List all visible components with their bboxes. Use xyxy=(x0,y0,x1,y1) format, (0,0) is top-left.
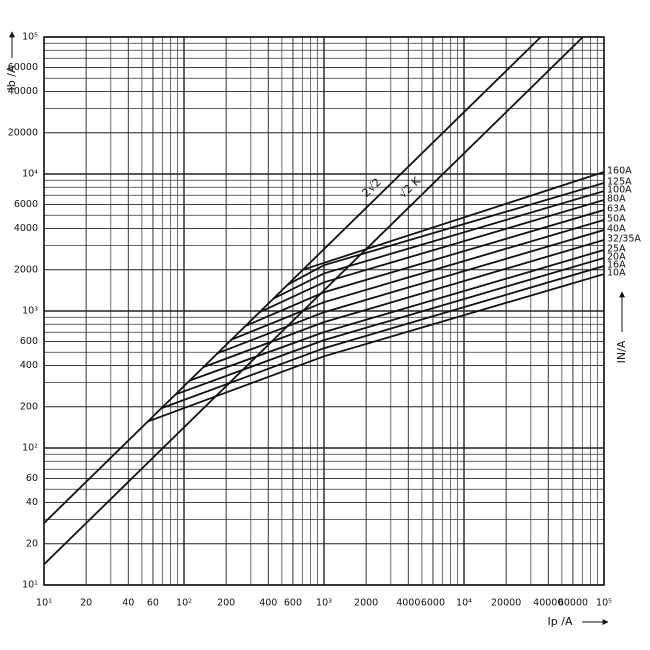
x-tick-label: 2000 xyxy=(354,598,378,609)
x-tick-label: 40 xyxy=(122,598,134,609)
y-tick-label: 600 xyxy=(20,336,38,347)
series-label: 100A xyxy=(607,185,632,196)
series-line xyxy=(44,37,584,566)
series-label: 40A xyxy=(607,224,626,235)
series-line xyxy=(302,171,604,271)
series-line xyxy=(161,265,604,410)
y-axis-label: Ib /A xyxy=(5,65,18,90)
x-tick-label: 60000 xyxy=(558,598,588,609)
series-line xyxy=(287,182,604,286)
y-tick-label: 10⁴ xyxy=(22,169,38,180)
y-tick-label: 60 xyxy=(26,473,38,484)
x-tick-label: 6000 xyxy=(421,598,445,609)
x-tick-label: 10⁵ xyxy=(596,598,612,609)
series-label: 63A xyxy=(607,204,626,215)
x-tick-label: 10³ xyxy=(316,598,332,609)
series-line xyxy=(217,229,604,355)
x-tick-label: 400 xyxy=(259,598,277,609)
x-tick-label: 20000 xyxy=(491,598,521,609)
x-tick-label: 600 xyxy=(284,598,302,609)
y-tick-label: 200 xyxy=(20,401,38,412)
y-tick-label: 40000 xyxy=(8,86,38,97)
x-tick-label: 10⁴ xyxy=(456,598,472,609)
x-tick-label: 10² xyxy=(176,598,192,609)
plot-frame xyxy=(43,36,605,586)
x-tick-label: 10¹ xyxy=(36,598,52,609)
y-tick-label: 20 xyxy=(26,538,38,549)
series-label: 25A xyxy=(607,243,626,254)
y-tick-label: 10³ xyxy=(22,306,38,317)
y2-axis-label: IN/A xyxy=(615,340,628,363)
series-label: 32/35A xyxy=(607,233,641,244)
y-tick-label: 40 xyxy=(26,497,38,508)
y-tick-label: 10⁵ xyxy=(22,32,38,43)
x-axis-label: Ip /A xyxy=(548,615,573,628)
series-line xyxy=(273,190,604,300)
y-tick-label: 4000 xyxy=(14,223,38,234)
x-tick-label: 60 xyxy=(147,598,159,609)
y-tick-label: 10¹ xyxy=(22,580,38,591)
series-line xyxy=(245,209,604,327)
series-line xyxy=(259,199,604,313)
y-tick-label: 20000 xyxy=(8,127,38,138)
series-line xyxy=(147,273,604,423)
series-label: 16A xyxy=(607,260,626,271)
series-line xyxy=(44,37,542,524)
series-label: 125A xyxy=(607,176,632,187)
y-tick-label: 400 xyxy=(20,360,38,371)
x-tick-label: 40000 xyxy=(533,598,563,609)
series-line xyxy=(189,249,604,382)
series-line xyxy=(175,257,604,396)
x-tick-label: 200 xyxy=(217,598,235,609)
x-tick-label: 4000 xyxy=(396,598,420,609)
x-tick-label: 20 xyxy=(80,598,92,609)
series-line xyxy=(231,219,604,341)
series-label: 160A xyxy=(607,165,632,176)
y-tick-label: 10² xyxy=(22,443,38,454)
line-label: 2√2 xyxy=(360,176,384,200)
y-tick-label: 6000 xyxy=(14,199,38,210)
series-label: 50A xyxy=(607,213,626,224)
series-line xyxy=(203,239,604,368)
series-label: 10A xyxy=(607,268,626,279)
y-tick-label: 2000 xyxy=(14,264,38,275)
series-label: 20A xyxy=(607,251,626,262)
y-tick-label: 60000 xyxy=(8,62,38,73)
series-label: 80A xyxy=(607,193,626,204)
